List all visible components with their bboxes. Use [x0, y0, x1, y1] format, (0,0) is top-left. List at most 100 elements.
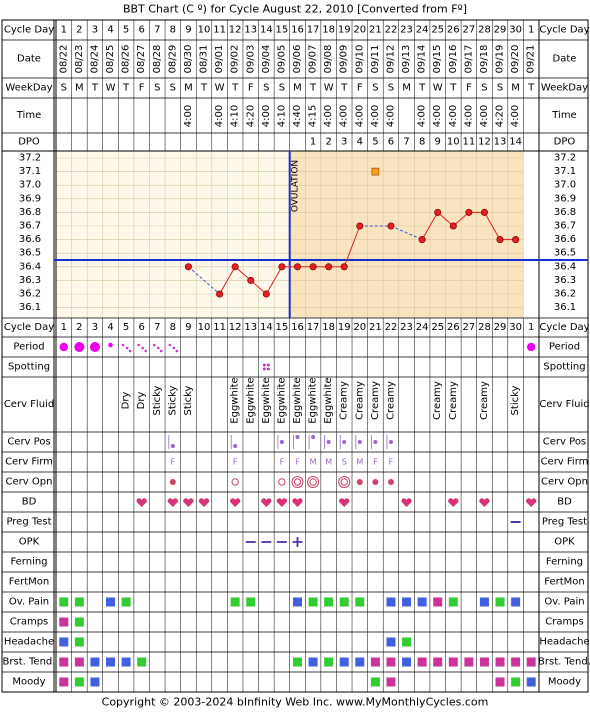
row-label-cycle_day: Cycle Day — [4, 25, 54, 36]
cerv-fluid-cell: Creamy — [385, 381, 396, 420]
date-cell: 09/14 — [417, 45, 428, 74]
row-label-ferning: Ferning — [10, 557, 47, 568]
weekday-cell: S — [388, 83, 394, 94]
bd-heart-icon — [401, 498, 412, 507]
date-cell: 09/09 — [339, 45, 350, 74]
cycle-day-cell-bottom: 22 — [385, 322, 398, 333]
y-tick-label-right: 37.1 — [554, 166, 576, 177]
cerv-pos-dot — [311, 435, 316, 439]
cycle-day-cell-bottom: 4 — [107, 322, 113, 333]
period-medium — [526, 342, 536, 352]
cycle-day-cell-bottom: 21 — [369, 322, 382, 333]
temp-point — [356, 222, 364, 230]
cycle-day-cell-bottom: 1 — [528, 322, 534, 333]
symptom-square-headache — [402, 637, 412, 647]
cycle-day-cell: 8 — [170, 25, 176, 36]
period-spot — [156, 346, 160, 350]
temp-segment — [484, 212, 501, 240]
cycle-day-cell: 11 — [213, 25, 226, 36]
cerv-fluid-cell: Eggwhite — [276, 377, 287, 423]
cerv-pos-dot — [373, 440, 378, 444]
dpo-cell: 12 — [478, 137, 491, 148]
temp-point — [496, 236, 504, 244]
weekday-cell: W — [215, 83, 225, 94]
temp-segment — [421, 212, 439, 240]
cerv-fluid-cell: Creamy — [432, 381, 443, 420]
symptom-square-cramps — [74, 617, 84, 627]
cycle-day-cell: 26 — [447, 25, 460, 36]
cerv-firm-cell: F — [373, 458, 378, 467]
spotting-dot — [262, 367, 266, 371]
cerv-fluid-cell: Creamy — [354, 381, 365, 420]
symptom-square-ov_pain — [246, 597, 256, 607]
row-label-right-cerv_firm: Cerv Firm — [541, 457, 589, 468]
date-cell: 09/19 — [495, 45, 506, 74]
preg-test-marker — [371, 167, 380, 176]
cerv-pos-dot — [170, 444, 175, 448]
time-cell: 4:20 — [495, 105, 506, 127]
date-cell: 08/23 — [74, 45, 85, 74]
y-tick-label-right: 36.6 — [554, 234, 576, 245]
y-tick-label: 36.7 — [19, 221, 41, 232]
weekday-cell: M — [184, 83, 193, 94]
y-tick-label: 36.4 — [19, 261, 41, 272]
cycle-day-cell-bottom: 16 — [291, 322, 304, 333]
period-spot — [125, 346, 129, 350]
time-cell: 4:00 — [479, 105, 490, 127]
symptom-square-brst_tend — [59, 657, 69, 667]
dpo-cell: 2 — [325, 137, 331, 148]
cycle-day-cell: 19 — [338, 25, 351, 36]
cycle-day-cell: 27 — [463, 25, 476, 36]
period-spot — [168, 343, 172, 347]
spotting-dot — [262, 363, 266, 367]
cycle-day-cell: 4 — [107, 25, 113, 36]
row-label-cerv_opn: Cerv Opn — [6, 477, 53, 488]
cycle-day-cell-bottom: 6 — [139, 322, 145, 333]
spotting-dot — [266, 363, 270, 367]
period-spot — [175, 349, 179, 353]
spotting-dot — [266, 367, 270, 371]
symptom-square-headache — [59, 637, 69, 647]
temp-point — [231, 263, 239, 271]
row-label-right-preg_test: Preg Test — [542, 517, 587, 528]
cycle-day-cell-bottom: 27 — [463, 322, 476, 333]
cerv-firm-cell: F — [389, 458, 394, 467]
weekday-cell: M — [75, 83, 84, 94]
y-tick-label-right: 36.9 — [554, 193, 576, 204]
y-tick-label: 36.5 — [19, 248, 41, 259]
time-cell: 4:40 — [292, 105, 303, 127]
cycle-day-cell-bottom: 12 — [229, 322, 242, 333]
symptom-square-ov_pain — [495, 597, 505, 607]
cerv-opn-open — [278, 478, 286, 486]
cerv-opn-wide — [291, 476, 304, 488]
y-tick-label: 36.1 — [19, 302, 41, 313]
cerv-opn-closed — [169, 479, 176, 485]
y-tick-label: 36.2 — [19, 289, 41, 300]
cycle-day-cell: 24 — [416, 25, 429, 36]
time-cell: 4:00 — [339, 105, 350, 127]
temp-point — [340, 263, 348, 271]
cycle-day-cell: 1 — [528, 25, 534, 36]
symptom-square-brst_tend — [526, 657, 536, 667]
temp-segment — [265, 266, 283, 295]
cerv-fluid-cell: Sticky — [183, 385, 194, 415]
bd-heart-icon — [448, 498, 459, 507]
row-label-cycle_day: Cycle Day — [4, 322, 54, 333]
row-label-moody: Moody — [12, 677, 45, 688]
weekday-cell: S — [154, 83, 160, 94]
symptom-square-headache — [74, 637, 84, 647]
temp-point — [465, 208, 473, 216]
cycle-day-cell: 23 — [400, 25, 413, 36]
date-cell: 09/05 — [276, 45, 287, 74]
temp-point — [184, 263, 192, 271]
bd-heart-icon — [198, 498, 210, 507]
symptom-square-ov_pain — [324, 597, 334, 607]
y-tick-label-right: 36.2 — [554, 289, 576, 300]
cycle-day-cell: 7 — [154, 25, 160, 36]
bd-heart-icon — [136, 498, 147, 507]
temp-point — [262, 290, 270, 298]
dpo-cell: 3 — [341, 137, 347, 148]
weekday-cell: S — [497, 83, 503, 94]
dpo-cell: 8 — [419, 137, 425, 148]
